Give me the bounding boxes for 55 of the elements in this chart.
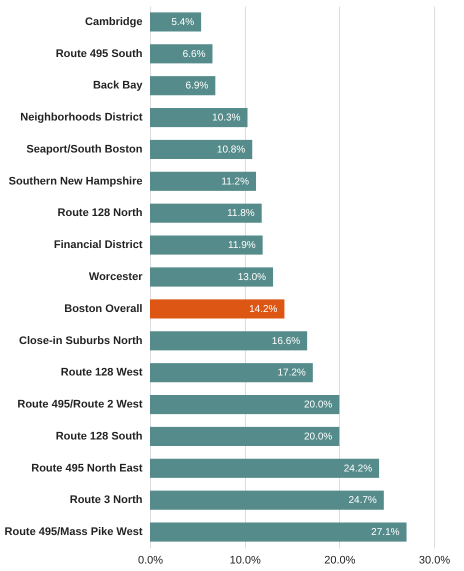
bar bbox=[150, 458, 380, 478]
bar bbox=[150, 331, 308, 350]
y-tick-label: Route 128 North bbox=[58, 207, 143, 220]
bar bbox=[150, 426, 340, 446]
y-tick-label: Route 128 South bbox=[56, 430, 143, 442]
bar bbox=[150, 522, 407, 542]
bar bbox=[150, 490, 384, 510]
data-label: 11.9% bbox=[228, 240, 256, 252]
x-tick-label: 0.0% bbox=[138, 554, 164, 566]
data-label: 20.0% bbox=[304, 400, 332, 411]
data-label: 10.3% bbox=[212, 112, 241, 124]
y-tick-label: Financial District bbox=[54, 239, 143, 252]
y-tick-label: Route 495/Route 2 West bbox=[17, 398, 143, 411]
y-tick-label: Boston Overall bbox=[64, 302, 142, 315]
y-tick-label: Route 495/Mass Pike West bbox=[4, 526, 143, 538]
bar bbox=[150, 394, 340, 414]
bar bbox=[150, 299, 284, 318]
bar bbox=[150, 12, 202, 32]
data-label: 20.0% bbox=[304, 431, 332, 442]
data-label: 10.8% bbox=[216, 144, 246, 156]
data-label: 27.1% bbox=[371, 527, 400, 538]
bar bbox=[150, 236, 263, 255]
y-tick-label: Southern New Hampshire bbox=[8, 175, 142, 188]
y-tick-label: Route 495 South bbox=[56, 48, 143, 60]
data-label: 5.4% bbox=[171, 16, 194, 28]
data-label: 11.8% bbox=[227, 208, 255, 220]
x-tick-label: 30.0% bbox=[418, 554, 450, 566]
data-label: 6.9% bbox=[186, 80, 208, 92]
x-tick-label: 20.0% bbox=[324, 554, 356, 566]
bar bbox=[150, 363, 313, 382]
y-tick-label: Route 128 West bbox=[60, 366, 143, 379]
data-label: 6.6% bbox=[182, 48, 206, 60]
bar bbox=[150, 140, 252, 160]
data-label: 24.2% bbox=[344, 463, 372, 474]
y-tick-label: Route 495 North East bbox=[31, 462, 143, 474]
y-tick-label: Worcester bbox=[88, 271, 144, 283]
bar bbox=[150, 267, 274, 287]
y-tick-label: Neighborhoods District bbox=[20, 112, 143, 124]
y-tick-label: Cambridge bbox=[85, 16, 142, 28]
data-label: 11.2% bbox=[221, 176, 250, 188]
data-label: 17.2% bbox=[277, 368, 306, 379]
y-tick-label: Back Bay bbox=[92, 80, 144, 92]
x-tick-label: 10.0% bbox=[230, 554, 261, 566]
y-tick-label: Route 3 North bbox=[70, 494, 143, 506]
bar bbox=[150, 76, 216, 96]
bar bbox=[150, 204, 262, 223]
bar bbox=[150, 172, 256, 191]
data-label: 16.6% bbox=[272, 336, 300, 347]
y-tick-label: Seaport/South Boston bbox=[26, 143, 143, 156]
bar bbox=[150, 44, 212, 64]
bar bbox=[150, 108, 248, 128]
data-label: 13.0% bbox=[238, 272, 266, 283]
y-tick-label: Close-in Suburbs North bbox=[19, 334, 143, 347]
data-label: 14.2% bbox=[249, 304, 278, 315]
data-label: 24.7% bbox=[348, 495, 377, 506]
